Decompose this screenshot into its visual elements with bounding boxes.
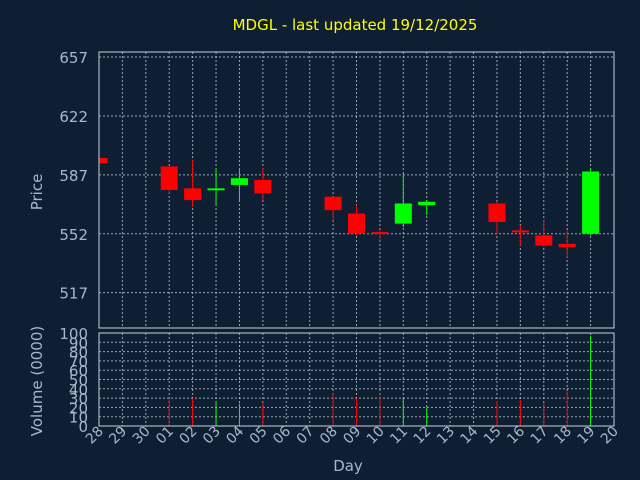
volume-tick-label: 30: [69, 390, 88, 408]
candle-body: [394, 203, 412, 224]
price-tick-label: 552: [59, 226, 88, 244]
candle-body: [207, 188, 225, 191]
candle-15: [488, 201, 506, 234]
x-tick-label: 07: [294, 424, 318, 448]
candle-body: [488, 203, 506, 222]
x-tick-label: 06: [270, 423, 294, 447]
volume-tick-label: 90: [69, 334, 88, 352]
x-tick-label: 02: [177, 424, 201, 448]
candle-01: [160, 166, 178, 194]
candle-body: [535, 235, 553, 246]
x-tick-label: 09: [340, 424, 364, 448]
candle-body: [99, 158, 108, 164]
x-tick-label: 01: [153, 424, 177, 448]
candle-body: [230, 178, 248, 185]
volume-tick-label: 20: [69, 399, 88, 417]
candle-body: [371, 232, 389, 235]
candle-19: [582, 168, 600, 236]
candle-05: [254, 168, 272, 201]
x-axis-label: Day: [333, 457, 363, 475]
price-tick-label: 517: [59, 285, 88, 303]
x-tick-label: 13: [434, 424, 458, 448]
x-tick-label: 05: [247, 424, 271, 448]
candle-17: [535, 220, 553, 248]
x-tick-label: 15: [481, 424, 505, 448]
x-day-ticks: 28 29 30 01 02 03 04 05 06 07 08 09 10 11 12 13 14 15 16 17…: [83, 423, 622, 447]
x-tick-label: 04: [223, 423, 247, 447]
price-tick-label: 622: [59, 108, 88, 126]
x-tick-label: 18: [551, 424, 575, 448]
volume-tick-label: 70: [69, 353, 88, 371]
volume-tick-label: 10: [69, 409, 88, 427]
candle-28: [98, 158, 108, 164]
candle-body: [324, 196, 342, 211]
candle-body: [160, 166, 178, 190]
price-axis-label: Price: [28, 174, 46, 211]
volume-tick-label: 50: [69, 372, 88, 390]
x-tick-label: 12: [411, 424, 435, 448]
candle-body: [184, 188, 202, 201]
x-tick-label: 03: [200, 424, 224, 448]
candle-04: [230, 168, 248, 201]
x-tick-label: 14: [457, 423, 481, 447]
candle-body: [558, 243, 576, 248]
volume-tick-label: 40: [69, 381, 88, 399]
candles: [98, 158, 600, 258]
x-tick-label: 19: [574, 424, 598, 448]
price-tick-label: 657: [59, 49, 88, 67]
x-tick-label: 16: [504, 423, 528, 447]
volume-frame: [98, 332, 615, 427]
x-tick-label: 29: [106, 424, 130, 448]
candle-body: [348, 213, 365, 234]
x-tick-label: 08: [317, 424, 341, 448]
candle-02: [184, 159, 202, 207]
candle-body: [418, 201, 436, 206]
volume-tick-label: 0: [78, 418, 88, 436]
candle-03: [207, 168, 225, 206]
x-tick-label: 30: [130, 424, 154, 448]
candle-10: [371, 230, 389, 241]
volume-axis-label: Volume (0000): [28, 326, 46, 436]
candle-body: [582, 171, 600, 234]
candle-12: [418, 200, 436, 216]
price-frame: [98, 51, 615, 329]
candle-body: [254, 179, 272, 194]
x-tick-label: 10: [364, 424, 388, 448]
volume-tick-label: 100: [59, 325, 88, 343]
candle-18: [558, 230, 576, 258]
candle-body: [511, 230, 529, 233]
candle-16: [511, 225, 529, 246]
volume-tick-label: 80: [69, 344, 88, 362]
x-tick-label: 20: [598, 424, 622, 448]
volume-bars: [168, 335, 592, 426]
price-tick-label: 587: [59, 167, 88, 185]
candle-11: [394, 173, 412, 228]
candle-08: [324, 196, 342, 221]
x-tick-label: 11: [387, 424, 411, 448]
candle-09: [348, 205, 365, 236]
chart-title: MDGL - last updated 19/12/2025: [233, 16, 478, 34]
volume-tick-label: 60: [69, 362, 88, 380]
price-y-ticks: 517 552 587 622 657: [59, 49, 88, 303]
x-tick-label: 17: [528, 424, 552, 448]
